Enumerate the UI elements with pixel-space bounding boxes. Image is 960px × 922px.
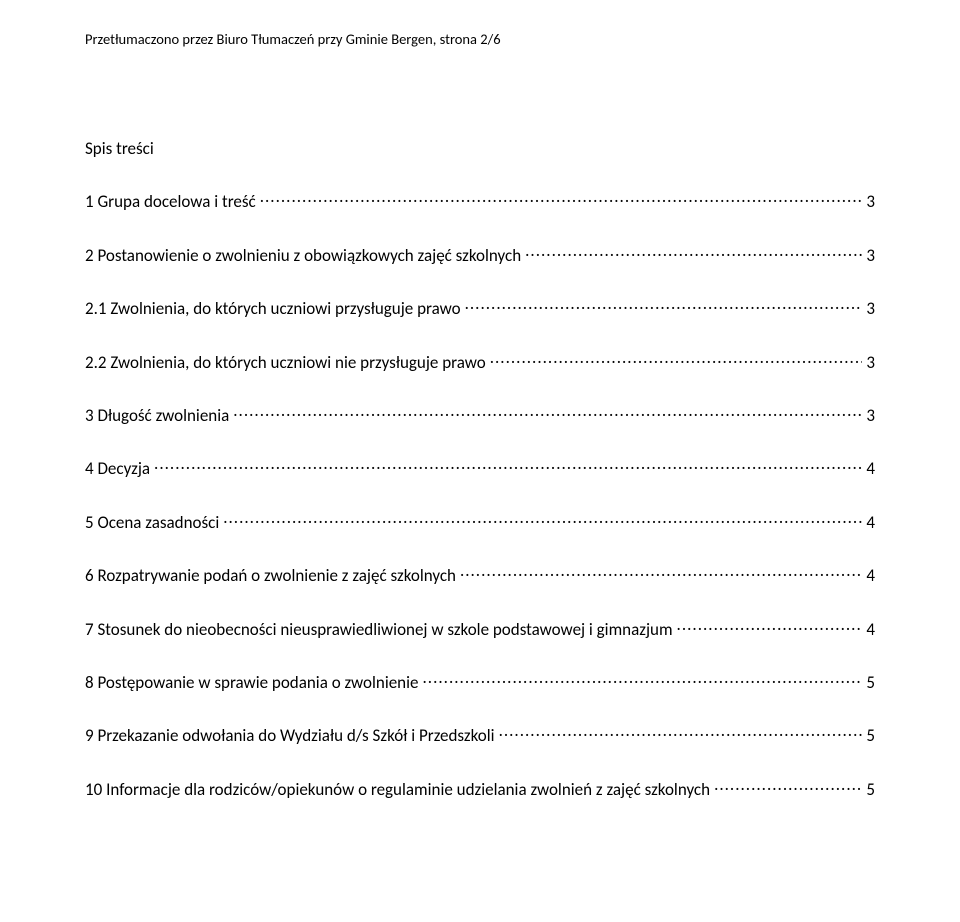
toc-entry-label: 7 Stosunek do nieobecności nieusprawiedl…	[85, 619, 673, 640]
toc-entry: 1 Grupa docelowa i treść 3	[85, 187, 875, 212]
toc-entry: 9 Przekazanie odwołania do Wydziału d/s …	[85, 721, 875, 746]
toc-entry-page: 3	[866, 405, 875, 426]
toc-title: Spis treści	[85, 138, 875, 159]
toc-entry-label: 1 Grupa docelowa i treść	[85, 191, 256, 212]
toc-entry-label: 2.1 Zwolnienia, do których uczniowi przy…	[85, 298, 461, 319]
toc-entry-label: 4 Decyzja	[85, 458, 150, 479]
toc-leader-dots	[714, 774, 862, 794]
toc-leader-dots	[154, 454, 862, 474]
toc-entry-label: 3 Długość zwolnienia	[85, 405, 229, 426]
toc-entry-label: 8 Postępowanie w sprawie podania o zwoln…	[85, 672, 418, 693]
toc-entry: 2.1 Zwolnienia, do których uczniowi przy…	[85, 294, 875, 319]
toc-leader-dots	[490, 347, 863, 367]
toc-entry: 5 Ocena zasadności 4	[85, 507, 875, 532]
toc-entry-label: 5 Ocena zasadności	[85, 512, 219, 533]
toc-entry-page: 5	[866, 672, 875, 693]
toc-entry: 7 Stosunek do nieobecności nieusprawiedl…	[85, 614, 875, 639]
toc-entry-label: 10 Informacje dla rodziców/opiekunów o r…	[85, 779, 710, 800]
toc-entry-label: 2 Postanowienie o zwolnieniu z obowiązko…	[85, 245, 521, 266]
toc-leader-dots	[422, 668, 862, 688]
toc-entry-page: 4	[866, 512, 875, 533]
toc-entry: 4 Decyzja 4	[85, 454, 875, 479]
toc-entry-page: 4	[866, 565, 875, 586]
toc-leader-dots	[677, 614, 863, 634]
toc-entry-page: 3	[866, 352, 875, 373]
toc-leader-dots	[233, 401, 862, 421]
toc-leader-dots	[460, 561, 862, 581]
toc-leader-dots	[525, 240, 862, 260]
toc-entry-page: 3	[866, 191, 875, 212]
toc-entry-label: 9 Przekazanie odwołania do Wydziału d/s …	[85, 725, 495, 746]
toc-entry-label: 6 Rozpatrywanie podań o zwolnienie z zaj…	[85, 565, 456, 586]
toc-entry-page: 5	[866, 725, 875, 746]
toc-entry-label: 2.2 Zwolnienia, do których uczniowi nie …	[85, 352, 486, 373]
toc-leader-dots	[260, 187, 863, 207]
toc-entry-page: 3	[866, 245, 875, 266]
toc-entry: 2 Postanowienie o zwolnieniu z obowiązko…	[85, 240, 875, 265]
toc-entry: 6 Rozpatrywanie podań o zwolnienie z zaj…	[85, 561, 875, 586]
toc-leader-dots	[465, 294, 863, 314]
toc-entry-page: 4	[866, 619, 875, 640]
toc-entry: 2.2 Zwolnienia, do których uczniowi nie …	[85, 347, 875, 372]
toc-entry: 3 Długość zwolnienia 3	[85, 401, 875, 426]
toc-entry: 8 Postępowanie w sprawie podania o zwoln…	[85, 668, 875, 693]
document-page: Przetłumaczono przez Biuro Tłumaczeń prz…	[0, 0, 960, 922]
toc-entry: 10 Informacje dla rodziców/opiekunów o r…	[85, 774, 875, 799]
toc-leader-dots	[499, 721, 863, 741]
toc-entry-page: 5	[866, 779, 875, 800]
toc-entry-page: 4	[866, 458, 875, 479]
toc-entry-page: 3	[866, 298, 875, 319]
page-header: Przetłumaczono przez Biuro Tłumaczeń prz…	[85, 30, 875, 48]
toc-leader-dots	[223, 507, 862, 527]
